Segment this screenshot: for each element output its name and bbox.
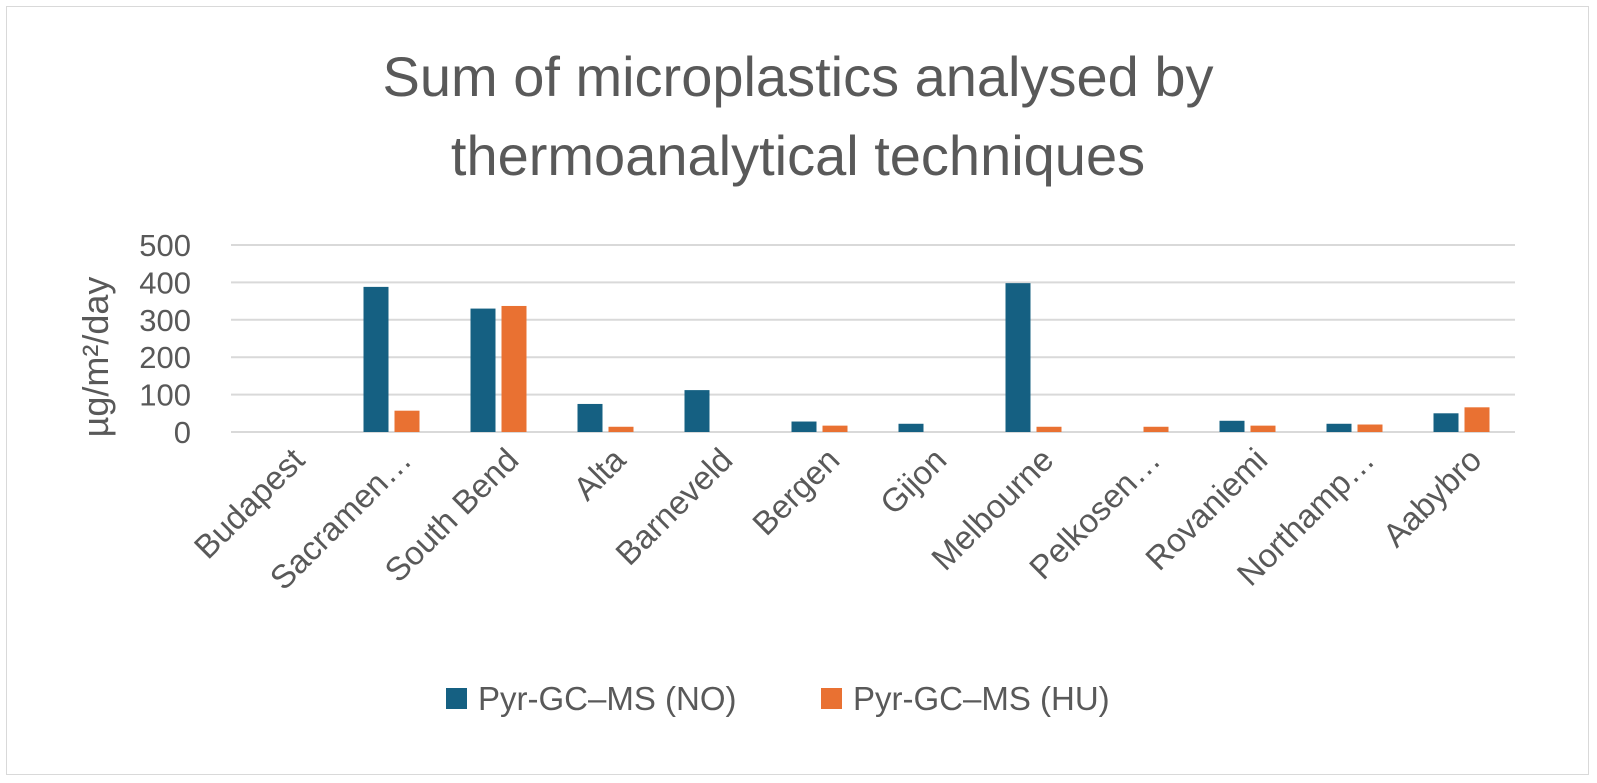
bar-hu xyxy=(822,425,848,432)
category-label: Barneveld xyxy=(608,441,739,572)
legend: Pyr-GC–MS (NO) Pyr-GC–MS (HU) xyxy=(446,680,1110,717)
bar-no xyxy=(1219,420,1245,432)
bar-hu xyxy=(1143,426,1169,432)
bar-hu xyxy=(1036,426,1062,432)
category-label: Alta xyxy=(566,440,633,507)
y-tick-label: 500 xyxy=(139,228,191,263)
bar-no xyxy=(1005,283,1031,432)
legend-label: Pyr-GC–MS (HU) xyxy=(853,680,1110,717)
y-tick-label: 200 xyxy=(139,340,191,375)
bar-no xyxy=(1433,413,1459,432)
y-tick-label: 100 xyxy=(139,378,191,413)
y-tick-label: 0 xyxy=(174,415,191,450)
legend-swatch xyxy=(821,688,842,709)
legend-label: Pyr-GC–MS (NO) xyxy=(478,680,737,717)
bar-no xyxy=(363,286,389,432)
chart-frame xyxy=(6,6,1589,775)
bar-hu xyxy=(1250,425,1276,432)
bar-no xyxy=(1326,423,1352,432)
category-label: Gijon xyxy=(873,441,954,522)
category-label: Aabybro xyxy=(1375,441,1488,554)
bar-hu xyxy=(501,305,527,432)
legend-swatch xyxy=(446,688,467,709)
bar-hu xyxy=(608,426,634,432)
y-axis-label: µg/m²/day xyxy=(75,277,116,438)
bar-no xyxy=(898,423,924,432)
bar-no xyxy=(791,421,817,432)
gridlines xyxy=(231,244,1515,433)
bar-hu xyxy=(394,410,420,432)
bar-hu xyxy=(1464,407,1490,432)
y-tick-label: 300 xyxy=(139,303,191,338)
category-label: Bergen xyxy=(745,441,846,542)
y-tick-label: 400 xyxy=(139,265,191,300)
chart-title-line-2: thermoanalytical techniques xyxy=(451,124,1145,187)
chart-title-line-1: Sum of microplastics analysed by xyxy=(382,45,1213,108)
bar-no xyxy=(577,403,603,432)
bar-no xyxy=(684,390,710,432)
bars xyxy=(363,283,1490,432)
bar-hu xyxy=(1357,424,1383,432)
bar-no xyxy=(470,308,496,432)
